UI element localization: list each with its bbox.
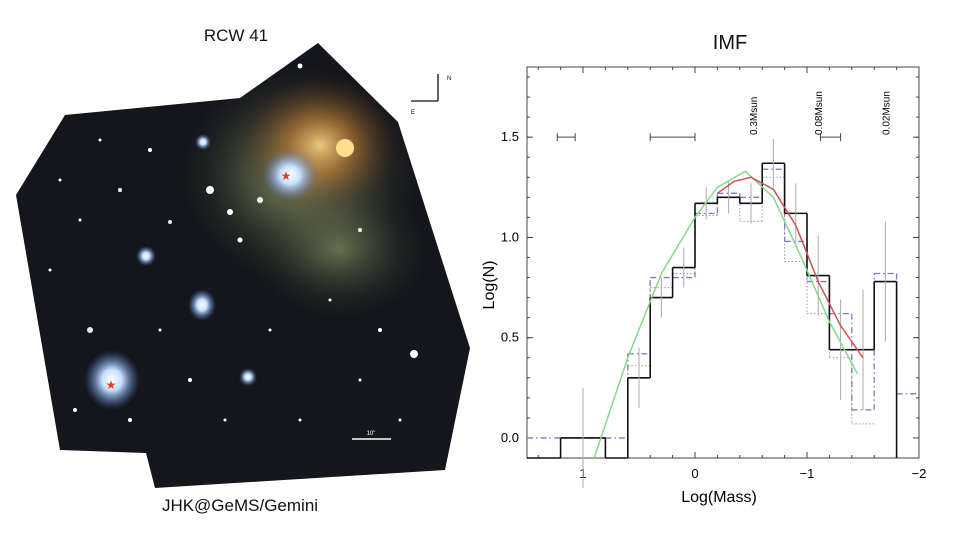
y-tick-label: 1.5 [501, 129, 519, 144]
compass-east-label: E [411, 110, 415, 116]
mass-marker-label: 0.08Msun [814, 91, 825, 135]
image-caption: JHK@GeMS/Gemini [161, 496, 319, 515]
histograms [527, 139, 919, 489]
mass-markers: 0.3Msun 0.08Msun 0.02Msun [556, 91, 892, 142]
mass-marker-label: 0.02Msun [881, 91, 892, 135]
fit-lines [593, 170, 864, 459]
x-tick-label: −2 [912, 466, 927, 481]
rcw41-nearinfrared-image: ★ ★ N E 10" [16, 43, 470, 488]
image-title: RCW 41 [203, 26, 269, 45]
mass-marker-label: 0.3Msun [749, 97, 760, 135]
chart-title: IMF [712, 32, 748, 54]
star-marker-icon: ★ [281, 169, 292, 183]
scale-bar: 10" [352, 431, 391, 440]
scale-bar-label: 10" [367, 431, 376, 437]
star-marker-icon: ★ [106, 378, 117, 392]
y-tick-label: 1.0 [501, 229, 519, 244]
x-axis-label: Log(Mass) [681, 489, 757, 506]
y-tick-label: 0.5 [501, 330, 519, 345]
y-axis-label: Log(N) [481, 261, 498, 310]
x-tick-label: −1 [800, 466, 815, 481]
axis-ticks: 10−1−20.00.51.01.5 [501, 67, 926, 481]
plot-frame [526, 66, 920, 459]
plot-border [526, 66, 920, 459]
compass: N E [411, 74, 451, 116]
fit-line [593, 170, 859, 459]
fit-line [716, 176, 864, 359]
x-tick-label: 0 [691, 466, 698, 481]
imf-chart: 10−1−20.00.51.01.5 0.3Msun0.08Msun0.02Ms… [481, 66, 926, 506]
compass-north-label: N [447, 76, 451, 82]
y-tick-label: 0.0 [501, 430, 519, 445]
